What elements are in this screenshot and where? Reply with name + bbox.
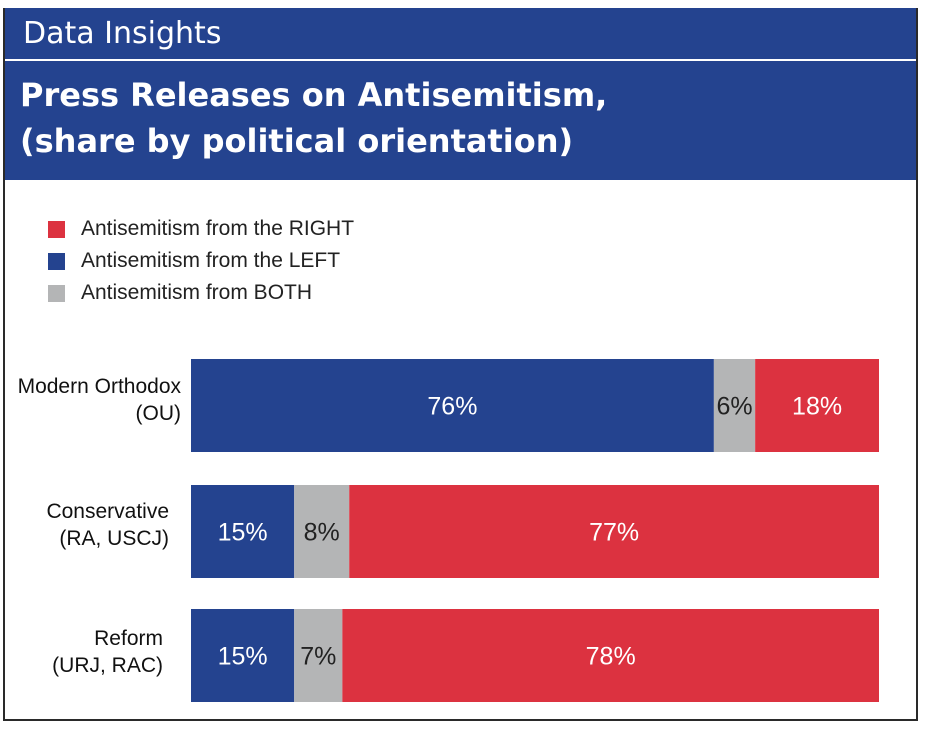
category-label-conservative: Conservative (RA, USCJ) <box>46 498 169 552</box>
legend-label-right: Antisemitism from the RIGHT <box>81 217 355 240</box>
bar-segment-both <box>713 359 756 452</box>
data-label-left: 76% <box>427 393 477 421</box>
header-label: Data Insights <box>23 16 222 51</box>
data-label-right: 78% <box>586 643 636 671</box>
legend-label-left: Antisemitism from the LEFT <box>81 249 341 272</box>
legend-item-right: Antisemitism from the RIGHT <box>48 213 354 245</box>
category-label-line2: (RA, USCJ) <box>59 527 169 550</box>
category-label-reform: Reform (URJ, RAC) <box>52 625 163 679</box>
category-label-line2: (URJ, RAC) <box>52 654 163 677</box>
data-label-left: 15% <box>218 643 268 671</box>
bar-segment-left <box>191 485 295 578</box>
bar-segment-both <box>294 485 350 578</box>
chart-title-line2: (share by political orientation) <box>20 122 574 160</box>
data-label-right: 77% <box>589 519 639 547</box>
legend-swatch-left <box>48 252 65 270</box>
bar-segment-left <box>191 359 714 452</box>
legend-swatch-both <box>48 284 65 302</box>
category-label-modern-orthodox: Modern Orthodox (OU) <box>18 373 181 427</box>
bar-segment-both <box>294 609 343 702</box>
category-label-line1: Conservative <box>46 500 169 523</box>
data-label-right: 18% <box>792 393 842 421</box>
legend-label-both: Antisemitism from BOTH <box>81 281 313 304</box>
category-label-line2: (OU) <box>135 402 182 425</box>
data-label-both: 6% <box>716 393 752 421</box>
chart-title-line1: Press Releases on Antisemitism, <box>20 76 608 114</box>
data-label-left: 15% <box>218 519 268 547</box>
legend-item-both: Antisemitism from BOTH <box>48 277 354 309</box>
chart-title: Press Releases on Antisemitism, (share b… <box>20 72 720 164</box>
category-label-line1: Reform <box>94 627 163 650</box>
data-label-both: 7% <box>300 643 336 671</box>
bar-segment-right <box>349 485 879 578</box>
category-label-line1: Modern Orthodox <box>17 375 181 398</box>
bar-segment-left <box>191 609 295 702</box>
bar-segment-right <box>755 359 879 452</box>
data-label-both: 8% <box>304 519 340 547</box>
title-band <box>3 59 918 180</box>
bar-segment-right <box>342 609 879 702</box>
header-band <box>3 8 918 59</box>
legend-item-left: Antisemitism from the LEFT <box>48 245 354 277</box>
chart-legend: Antisemitism from the RIGHT Antisemitism… <box>48 213 354 309</box>
legend-swatch-right <box>48 220 65 238</box>
chart-frame <box>3 8 918 721</box>
